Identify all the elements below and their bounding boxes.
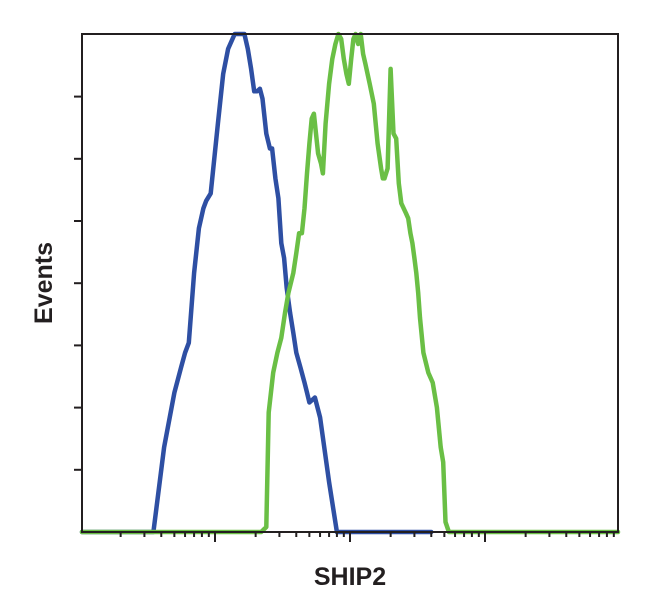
series-line-1 — [79, 31, 434, 535]
x-axis-label: SHIP2 — [314, 563, 386, 591]
y-axis-label: Events — [30, 242, 58, 324]
y-axis-ticks — [74, 95, 82, 471]
x-axis-ticks — [119, 532, 615, 542]
series-layer — [79, 31, 621, 535]
